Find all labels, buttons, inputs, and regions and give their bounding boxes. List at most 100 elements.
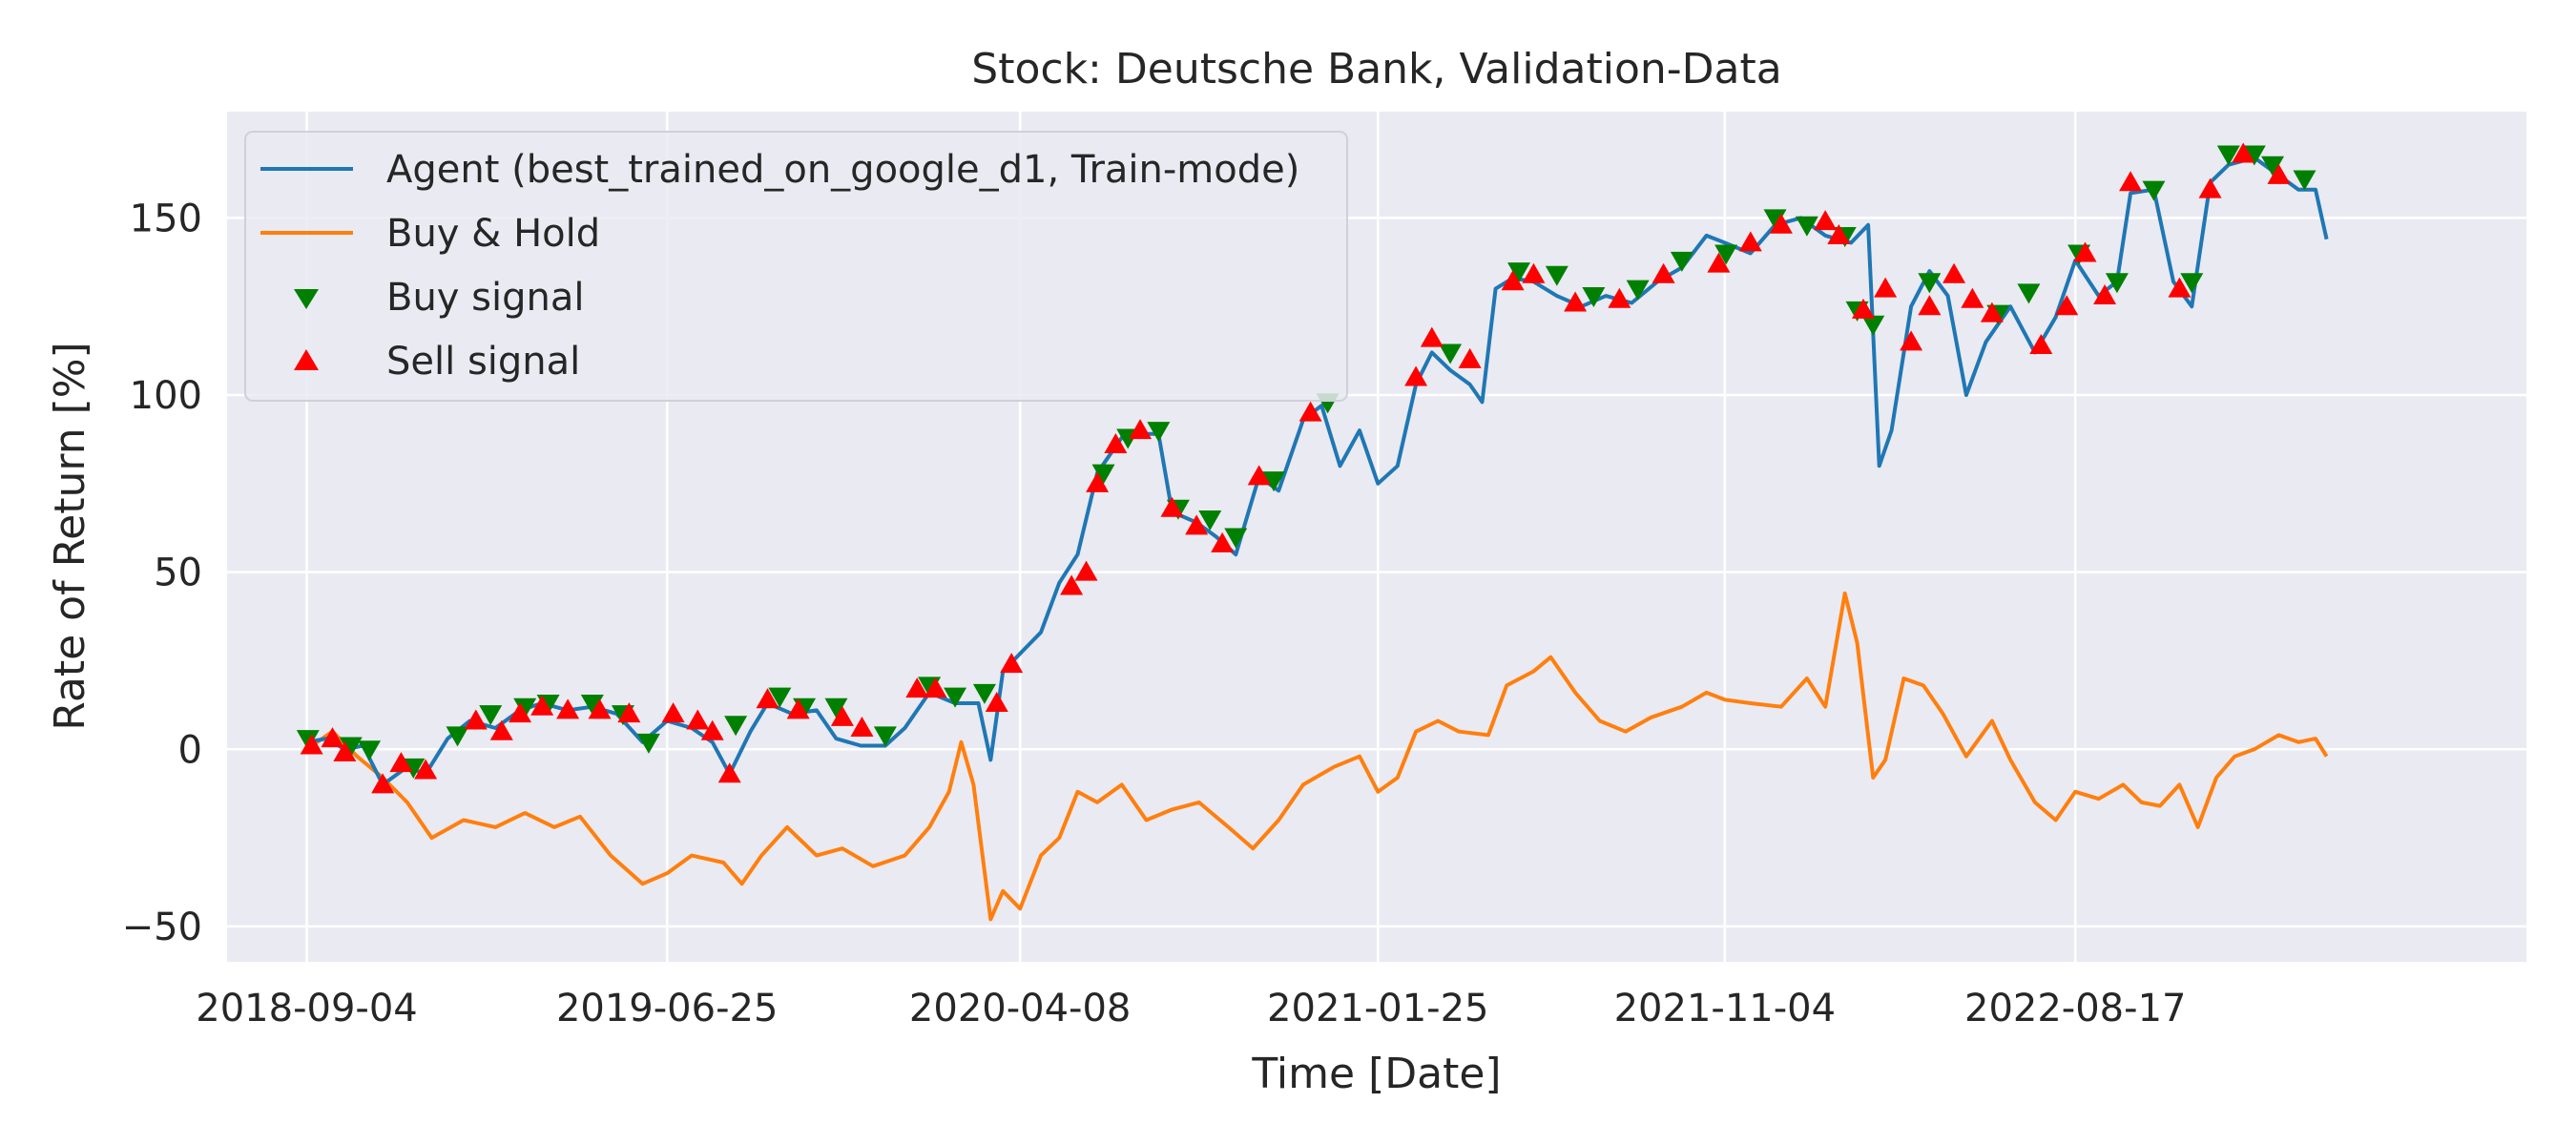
- x-tick-label: 2019-06-25: [556, 987, 778, 1030]
- sell-signal-marker: [1707, 252, 1731, 273]
- buy-signal-marker: [636, 733, 660, 754]
- sell-signal-marker: [2232, 142, 2255, 163]
- sell-signal-marker: [985, 691, 1008, 712]
- sell-signal-marker: [1522, 262, 1546, 283]
- sell-signal-marker: [489, 719, 513, 740]
- y-tick-label: 100: [130, 374, 202, 418]
- x-axis-label: Time [Date]: [1251, 1050, 1501, 1098]
- sell-signal-marker: [1086, 471, 1110, 492]
- sell-signal-marker: [1852, 298, 1876, 319]
- sell-signal-marker: [686, 709, 710, 730]
- buy-signal-marker: [1147, 422, 1171, 443]
- sell-signal-marker: [1769, 213, 1793, 234]
- sell-signal-marker: [1608, 287, 1631, 308]
- buy-signal-marker: [2216, 145, 2240, 166]
- sell-signal-marker: [1900, 330, 1923, 351]
- sell-signal-marker: [924, 677, 947, 698]
- sell-signal-marker: [830, 705, 854, 726]
- sell-signal-marker: [905, 677, 929, 698]
- sell-signal-marker: [1074, 560, 1098, 581]
- sell-signal-marker: [1000, 653, 1024, 674]
- buy-signal-marker: [1091, 464, 1115, 485]
- markers: [296, 142, 2316, 794]
- sell-signal-marker: [464, 709, 488, 730]
- x-tick-label: 2022-08-17: [1964, 987, 2186, 1030]
- sell-signal-marker: [617, 702, 641, 723]
- buy-signal-marker: [1795, 216, 1818, 237]
- sell-signal-marker: [1814, 210, 1838, 231]
- sell-signal-marker: [700, 719, 724, 740]
- sell-signal-marker: [1420, 326, 1444, 347]
- sell-signal-marker: [2055, 295, 2079, 316]
- sell-signal-marker: [756, 688, 779, 709]
- buy-signal-marker: [972, 683, 996, 704]
- sell-signal-marker: [509, 702, 532, 723]
- buy-signal-marker: [580, 694, 604, 715]
- sell-signal-marker: [1404, 365, 1428, 386]
- sell-signal-marker: [1961, 287, 1984, 308]
- sell-signal-marker: [1060, 574, 1084, 595]
- sell-signal-marker: [1501, 270, 1525, 291]
- legend: Agent (best_trained_on_google_d1, Train-…: [244, 131, 1348, 402]
- buy-signal-marker: [1262, 471, 1286, 492]
- series-line-0: [306, 156, 2329, 787]
- x-tick-label: 2018-09-04: [196, 987, 417, 1030]
- buy-signal-marker: [1545, 265, 1568, 286]
- buy-signal-marker: [513, 697, 537, 718]
- sell-signal-marker: [556, 698, 580, 719]
- buy-signal-marker: [724, 716, 748, 737]
- buy-signal-marker: [1670, 251, 1693, 272]
- buy-signal-marker: [446, 726, 469, 747]
- y-tick-label: 0: [178, 728, 202, 772]
- legend-swatch-sell: [294, 349, 319, 370]
- sell-signal-marker: [1918, 295, 1942, 316]
- y-tick-label: 150: [130, 197, 202, 240]
- buy-signal-marker: [2261, 156, 2285, 177]
- sell-signal-marker: [2198, 177, 2222, 198]
- y-tick-label: 50: [154, 552, 202, 595]
- buy-signal-marker: [358, 740, 382, 761]
- y-tick-label: −50: [122, 906, 202, 949]
- legend-label-buy: Buy signal: [386, 276, 585, 320]
- sell-signal-marker: [1185, 514, 1209, 535]
- buy-signal-marker: [2293, 170, 2316, 191]
- buy-signal-marker: [479, 705, 503, 726]
- buy-signal-marker: [1626, 280, 1650, 301]
- series: [305, 156, 2329, 922]
- sell-signal-marker: [1298, 401, 1322, 422]
- sell-signal-marker: [2029, 334, 2053, 355]
- y-ticks: −50 0 50 100 150: [122, 197, 202, 949]
- sell-signal-marker: [1980, 302, 2004, 323]
- sell-signal-marker: [588, 698, 612, 719]
- sell-signal-marker: [2168, 277, 2192, 298]
- buy-signal-marker: [296, 730, 320, 751]
- sell-signal-marker: [1942, 262, 1966, 283]
- sell-signal-marker: [1458, 347, 1482, 368]
- sell-signal-marker: [1652, 262, 1675, 283]
- sell-signal-marker: [2119, 171, 2143, 192]
- buy-signal-marker: [2242, 145, 2266, 166]
- sell-signal-marker: [321, 727, 344, 748]
- buy-signal-marker: [768, 687, 792, 708]
- sell-signal-marker: [1738, 231, 1762, 252]
- buy-signal-marker: [2017, 283, 2041, 304]
- sell-signal-marker: [389, 752, 413, 773]
- buy-signal-marker: [1714, 244, 1738, 265]
- y-axis-label: Rate of Return [%]: [46, 342, 94, 730]
- sell-signal-marker: [1160, 496, 1184, 517]
- buy-signal-marker: [2105, 273, 2129, 294]
- sell-signal-marker: [1104, 432, 1128, 453]
- series-line-1: [305, 591, 2329, 922]
- buy-signal-marker: [1224, 528, 1248, 549]
- sell-signal-marker: [850, 716, 874, 737]
- x-ticks: 2018-09-04 2019-06-25 2020-04-08 2021-01-25…: [196, 987, 2186, 1030]
- sell-signal-marker: [1211, 531, 1235, 552]
- buy-signal-marker: [1439, 344, 1463, 364]
- legend-label-sell: Sell signal: [386, 340, 580, 384]
- legend-label-agent: Agent (best_trained_on_google_d1, Train-…: [386, 148, 1299, 192]
- sell-signal-marker: [2267, 163, 2291, 184]
- buy-signal-marker: [1582, 287, 1606, 308]
- buy-signal-marker: [402, 758, 426, 779]
- sell-signal-marker: [333, 740, 357, 761]
